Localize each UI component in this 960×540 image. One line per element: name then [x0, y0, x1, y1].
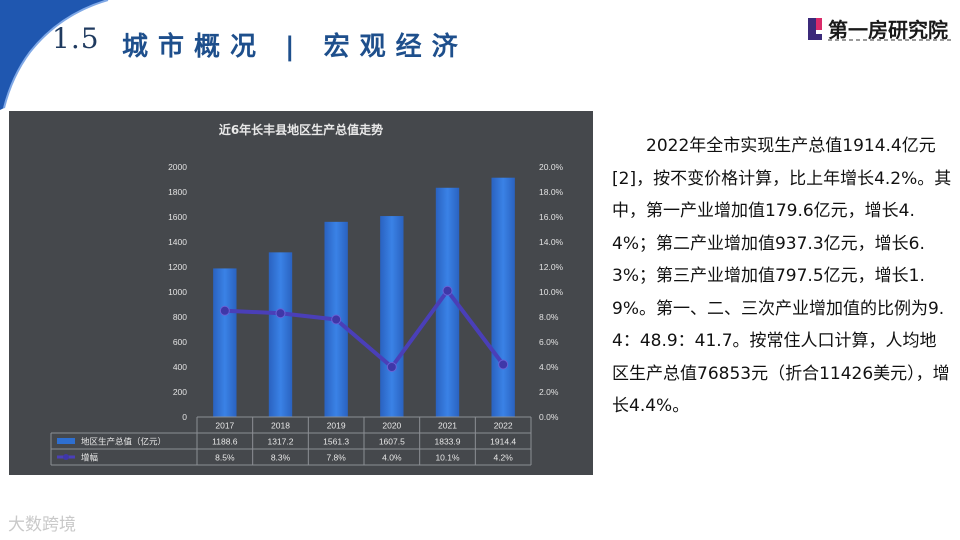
growth-point-2022 [498, 359, 509, 370]
y-tick-label: 1400 [168, 237, 187, 247]
bar-2022 [491, 177, 515, 417]
logo-subtext [828, 39, 952, 41]
growth-point-2018 [275, 308, 286, 319]
logo-text: 第一房研究院 [828, 18, 948, 42]
y2-tick-label: 8.0% [539, 312, 559, 322]
x-tick-label: 2022 [494, 421, 513, 431]
growth-point-2019 [331, 314, 342, 325]
y2-tick-label: 6.0% [539, 337, 559, 347]
y-tick-label: 1200 [168, 262, 187, 272]
y-tick-label: 400 [173, 362, 187, 372]
x-tick-label: 2020 [382, 421, 401, 431]
y-tick-label: 1000 [168, 287, 187, 297]
growth-point-2020 [386, 362, 397, 372]
y2-tick-label: 0.0% [539, 412, 559, 422]
y-tick-label: 1800 [168, 187, 187, 197]
description-text: 2022年全市实现生产总值1914.4亿元[2]，按不变价格计算，比上年增长4.… [612, 136, 952, 416]
legend-bar-swatch [57, 438, 75, 444]
y2-tick-label: 4.0% [539, 362, 559, 372]
growth-line [224, 288, 505, 369]
gdp-chart: 0 200 400 600 800 1000 1200 1400 1600 1800 2000 0.0… [9, 111, 593, 475]
y-tick-label: 0 [182, 412, 187, 422]
logo-mark-icon [808, 18, 822, 40]
bar-data-label: 1188.6 [212, 437, 238, 447]
x-tick-label: 2021 [438, 421, 457, 431]
bar-2017 [213, 268, 237, 417]
y-tick-label: 200 [173, 387, 187, 397]
y-tick-label: 2000 [168, 162, 187, 172]
bar-data-label: 1561.3 [323, 437, 349, 447]
chart-title: 近6年长丰县地区生产总值走势 [218, 123, 384, 137]
line-data-label: 7.8% [326, 453, 346, 463]
y2-tick-label: 12.0% [539, 262, 564, 272]
bar-2018 [268, 252, 293, 417]
x-tick-label: 2018 [271, 421, 290, 431]
y2-tick-label: 20.0% [539, 162, 564, 172]
growth-point-2017 [219, 305, 230, 316]
bar-2021 [435, 187, 460, 417]
page-title: 城市概况 | 宏观经济 [122, 32, 468, 62]
x-tick-label: 2019 [327, 421, 346, 431]
bar-data-label: 1317.2 [268, 437, 294, 447]
legend-line-name: 增幅 [81, 453, 99, 464]
line-data-label: 8.3% [271, 453, 291, 463]
bar-data-label: 1914.4 [490, 437, 516, 447]
y2-tick-label: 10.0% [539, 287, 564, 297]
growth-point-2021 [442, 285, 453, 296]
y2-tick-label: 14.0% [539, 237, 564, 247]
line-data-label: 10.1% [435, 453, 460, 463]
y2-tick-label: 2.0% [539, 387, 559, 397]
legend-bar-name: 地区生产总值（亿元） [81, 437, 166, 448]
bar-data-label: 1607.5 [379, 437, 405, 447]
section-number: 1.5 [52, 22, 100, 55]
bar-2020 [380, 216, 404, 417]
line-data-label: 4.2% [493, 453, 513, 463]
chart-canvas: 0 200 400 600 800 1000 1200 1400 1600 1800 2000 0.0… [50, 162, 564, 466]
y2-tick-label: 18.0% [539, 187, 564, 197]
y-tick-label: 1600 [168, 212, 187, 222]
y-tick-label: 800 [173, 312, 187, 322]
bar-data-label: 1833.9 [435, 437, 461, 447]
watermark-text: 大数跨境 [8, 515, 76, 535]
x-tick-label: 2017 [215, 421, 234, 431]
line-data-label: 8.5% [215, 453, 235, 463]
corner-decoration [0, 0, 109, 110]
y2-tick-label: 16.0% [539, 212, 564, 222]
brand-logo: 第一房研究院 [806, 12, 952, 48]
y-tick-label: 600 [173, 337, 187, 347]
line-data-label: 4.0% [382, 453, 402, 463]
legend-line-marker [63, 454, 69, 460]
